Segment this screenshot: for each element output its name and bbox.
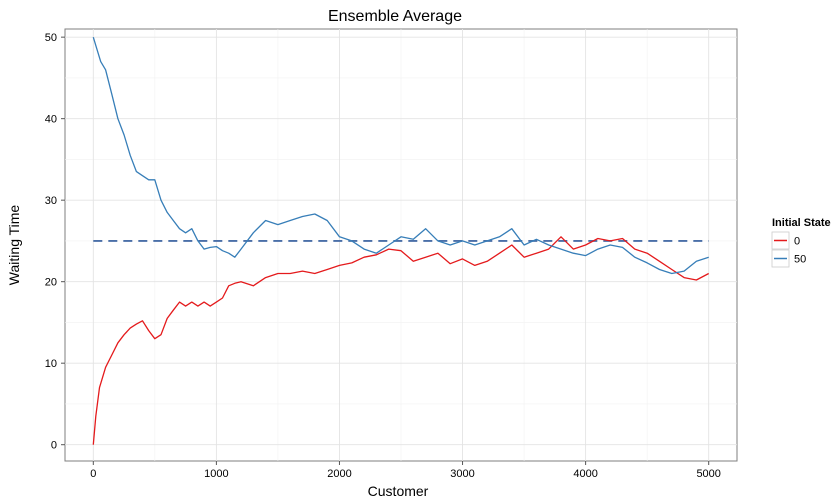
x-axis-ticks: 0 1000 2000 3000 4000 5000 xyxy=(90,461,721,480)
y-tick-label: 20 xyxy=(45,277,57,289)
y-tick-label: 40 xyxy=(45,114,57,126)
x-tick-label: 4000 xyxy=(573,468,597,480)
series-line-0 xyxy=(92,236,710,445)
y-tick-label: 10 xyxy=(45,358,57,370)
y-axis-ticks: 0 10 20 30 40 50 xyxy=(45,32,65,452)
x-tick-label: 0 xyxy=(90,468,96,480)
y-tick-label: 50 xyxy=(45,32,57,44)
legend: Initial State 0 50 xyxy=(771,217,831,268)
grid-lines xyxy=(65,29,737,461)
legend-label-0: 0 xyxy=(794,236,800,248)
chart-title: Ensemble Average xyxy=(328,8,462,25)
y-axis-label: Waiting Time xyxy=(6,205,22,286)
x-tick-label: 2000 xyxy=(327,468,351,480)
y-tick-label: 30 xyxy=(45,195,57,207)
x-tick-label: 5000 xyxy=(696,468,720,480)
legend-label-50: 50 xyxy=(794,254,806,266)
series-lines xyxy=(92,37,710,445)
series-line-50 xyxy=(92,37,709,275)
legend-title: Initial State xyxy=(772,217,831,229)
y-tick-label: 0 xyxy=(51,440,57,452)
x-tick-label: 3000 xyxy=(450,468,474,480)
x-tick-label: 1000 xyxy=(204,468,228,480)
x-axis-label: Customer xyxy=(368,483,429,498)
